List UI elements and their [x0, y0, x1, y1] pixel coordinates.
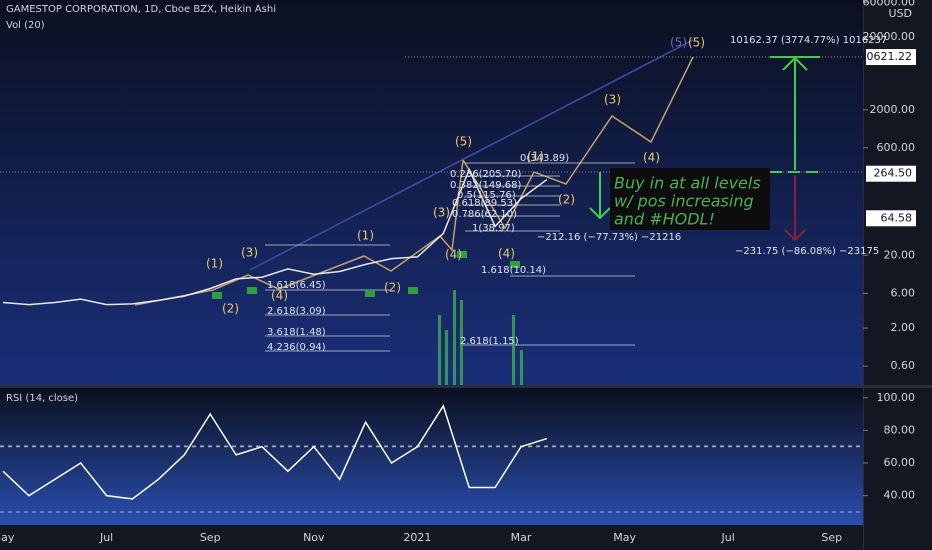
annotation: 1.618(6.45) — [267, 280, 326, 291]
annotation: Buy in at all levels — [614, 174, 761, 193]
line — [2, 404, 548, 500]
annotation: w/ pos increasing — [614, 192, 754, 211]
annotation: (1) — [357, 229, 374, 243]
unit: USD — [888, 7, 912, 20]
subtitle: Vol (20) — [6, 20, 45, 31]
annotation: (4) — [643, 151, 660, 165]
annotation: (1) — [206, 257, 223, 271]
annotation: 1.618(10.14) — [481, 265, 546, 276]
annotation: 10162.37 (3774.77%) 1016237 — [730, 35, 887, 46]
price-mark — [866, 165, 916, 182]
x-tick-label: May — [0, 531, 15, 544]
annotation: (3) — [433, 206, 450, 220]
annotation: 1(38.97) — [472, 223, 515, 234]
price-mark-label: 10621.22 — [860, 50, 913, 63]
price-mark — [866, 210, 916, 227]
y-tick-label: 60.00 — [884, 456, 916, 469]
annotation: (4) — [271, 289, 288, 303]
annotation: (2) — [558, 193, 575, 207]
annotation: 0.382(149.68) — [450, 180, 522, 191]
annotation: −212.16 (−77.73%) −21216 — [537, 232, 681, 243]
y-tick-label: 2000.00 — [870, 103, 916, 116]
y-tick-label: 20000.00 — [863, 30, 916, 43]
buy-flags — [212, 251, 520, 299]
annotation: (5) — [688, 36, 705, 50]
y-tick-label: 100.00 — [877, 391, 916, 404]
annotation: −231.75 (−86.08%) −23175 — [735, 246, 879, 257]
annotation: (4) — [445, 248, 462, 262]
price-mark — [866, 49, 916, 66]
price-mark-label: 264.50 — [874, 167, 913, 180]
x-tick-label: Jul — [721, 531, 735, 544]
rsi-title: RSI (14, close) — [6, 393, 78, 404]
trend-line — [249, 39, 694, 271]
x-tick-label: May — [613, 531, 636, 544]
x-tick-label: Mar — [511, 531, 532, 544]
price-mark-label: 64.58 — [881, 211, 913, 224]
annotation: 0(343.89) — [520, 153, 569, 164]
annotation: 4.236(0.94) — [267, 342, 326, 353]
annotation: 2.618(1.15) — [460, 336, 519, 347]
annotation: and #HODL! — [614, 210, 715, 229]
annotation: 3.618(1.48) — [267, 327, 326, 338]
annotation: (3) — [241, 246, 258, 260]
annotation: 0.5(115.76) — [457, 190, 516, 201]
y-tick-label: 80.00 — [884, 423, 916, 436]
volume-bars — [438, 290, 523, 385]
arrows-down — [784, 175, 806, 242]
x-tick-label: Nov — [303, 531, 325, 544]
y-tick-label: 600.00 — [877, 141, 916, 154]
annotation: (5) — [670, 36, 687, 50]
y-tick-label: 40.00 — [884, 489, 916, 502]
x-tick-label: Jul — [99, 531, 113, 544]
annotation: (2) — [384, 281, 401, 295]
annotation: (1) — [527, 150, 544, 164]
annotation: (4) — [498, 247, 515, 261]
annotation: 0.786(62.10) — [452, 209, 517, 220]
annotation: (5) — [455, 135, 472, 149]
x-tick-label: Sep — [821, 531, 842, 544]
y-tick-label: 60000.00 — [863, 0, 916, 8]
rsi-pane — [0, 388, 863, 525]
annotation: (2) — [222, 302, 239, 316]
y-tick-label: 0.60 — [891, 359, 916, 372]
fib-lines — [265, 162, 635, 352]
callout-box — [610, 168, 770, 230]
x-tick-label: 2021 — [403, 531, 431, 544]
projection — [134, 56, 694, 306]
y-tick-label: 20.00 — [884, 248, 916, 261]
chart-title: GAMESTOP CORPORATION, 1D, Cboe BZX, Heik… — [6, 4, 276, 15]
y-tick-label: 6.00 — [891, 286, 916, 299]
x-tick-label: Sep — [200, 531, 221, 544]
line — [2, 167, 548, 306]
arrows — [589, 56, 820, 220]
annotation: 2.618(3.09) — [267, 306, 326, 317]
annotation: 0.236(205.70) — [450, 169, 522, 180]
annotation: (3) — [604, 93, 621, 107]
y-tick-label: 2.00 — [891, 321, 916, 334]
annotation: 0.618(89.53) — [452, 198, 517, 209]
